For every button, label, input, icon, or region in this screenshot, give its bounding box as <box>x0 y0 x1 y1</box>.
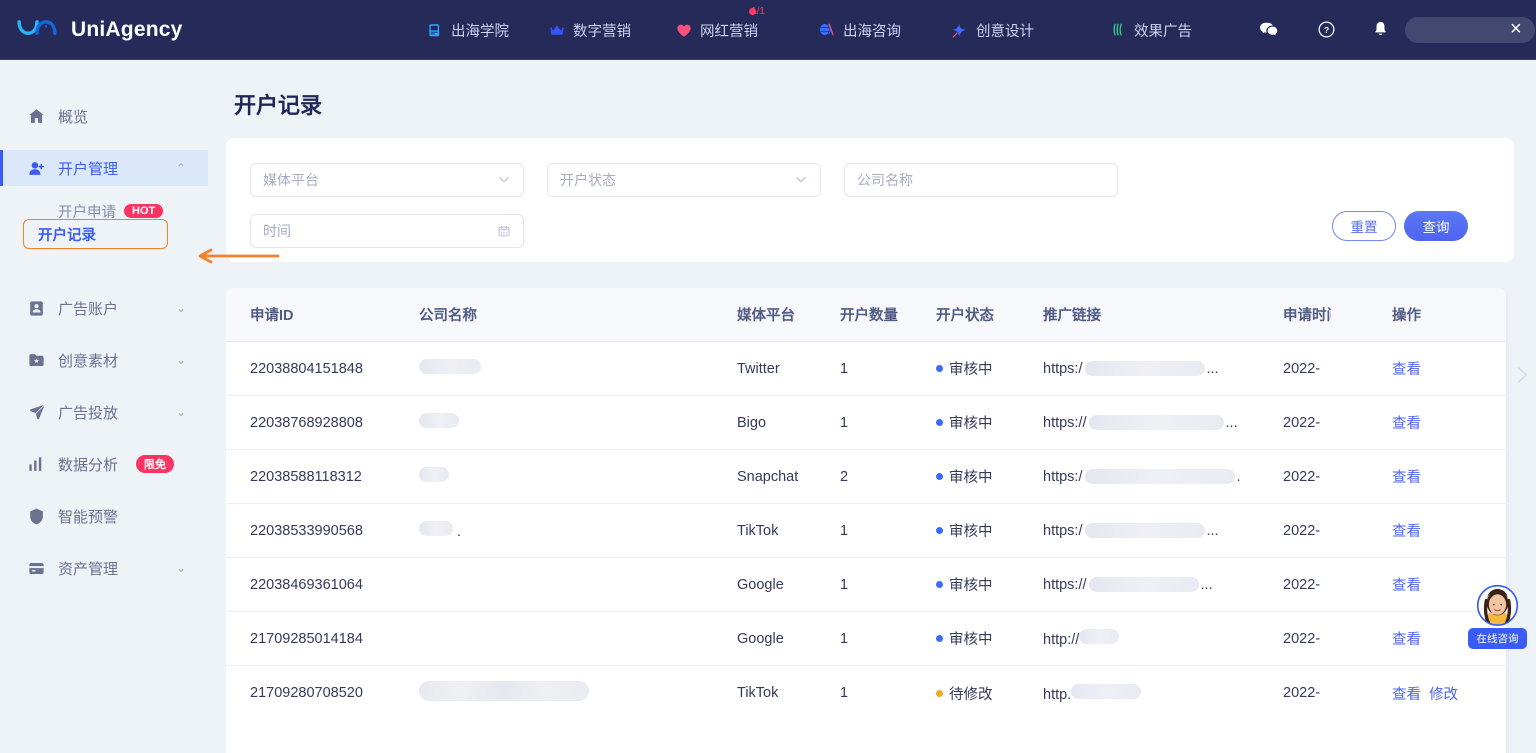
svg-text:?: ? <box>1324 25 1329 35</box>
